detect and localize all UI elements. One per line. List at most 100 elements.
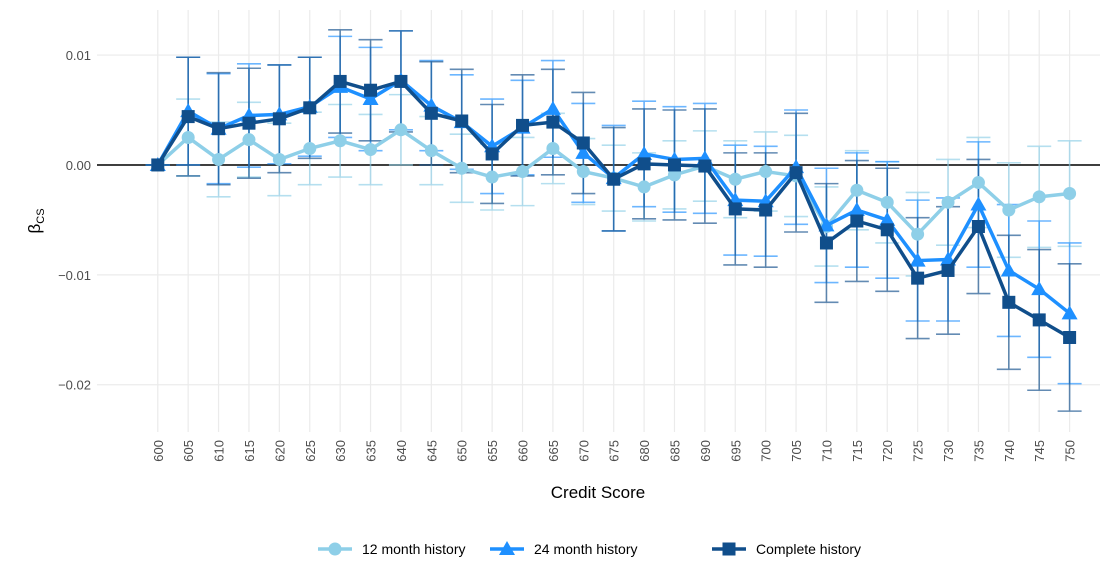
point [364,83,378,97]
point [455,161,469,175]
point [272,112,286,126]
point [636,145,653,160]
x-tick-label: 620 [272,440,287,462]
x-tick-label: 610 [212,440,227,462]
point [880,223,894,237]
point [333,74,347,88]
x-tick-label: 720 [880,440,895,462]
point [728,202,742,216]
x-tick-label: 730 [941,440,956,462]
point [151,158,165,172]
point [911,227,925,241]
y-tick-label: −0.01 [58,268,91,283]
point [424,106,438,120]
point [181,110,195,124]
point [242,133,256,147]
legend-label: Complete history [756,541,861,557]
point [485,170,499,184]
x-tick-label: 640 [394,440,409,462]
x-tick-label: 710 [819,440,834,462]
point [212,122,226,136]
point [544,100,561,115]
point [1000,262,1017,277]
x-tick-label: 715 [850,440,865,462]
x-tick-label: 725 [911,440,926,462]
point [303,101,317,115]
legend-label: 24 month history [534,541,638,557]
x-tick-label: 615 [242,440,257,462]
x-tick-label: 670 [576,440,591,462]
point [848,202,865,217]
x-tick-label: 735 [971,440,986,462]
x-tick-label: 625 [303,440,318,462]
legend-marker [328,542,342,556]
x-axis-title: Credit Score [551,483,645,502]
point [728,172,742,186]
point [971,219,985,233]
x-tick-label: 645 [424,440,439,462]
point [1002,295,1016,309]
point [667,158,681,172]
legend-item: 12 month history [318,541,466,557]
point [879,211,896,226]
y-tick-label: 0.00 [66,158,91,173]
point [394,74,408,88]
point [272,152,286,166]
x-tick-label: 675 [607,440,622,462]
x-tick-label: 635 [364,440,379,462]
point [818,217,835,232]
y-axis-title-sub: CS [35,208,47,223]
point [242,116,256,130]
x-tick-label: 750 [1063,440,1078,462]
point [485,147,499,161]
legend-marker [499,541,515,555]
point [516,118,530,132]
x-tick-label: 650 [455,440,470,462]
point [212,152,226,166]
point [1002,203,1016,217]
point [941,263,955,277]
point [637,157,651,171]
point [1031,281,1048,296]
legend-label: 12 month history [362,541,466,557]
point [1063,187,1077,201]
point [850,214,864,228]
x-tick-label: 665 [546,440,561,462]
point [971,176,985,190]
point [546,115,560,129]
x-tick-label: 695 [728,440,743,462]
point [1063,330,1077,344]
point [1032,190,1046,204]
point [1032,313,1046,327]
point [455,114,469,128]
point [1061,305,1078,320]
y-axis-title-main: β [25,224,44,234]
x-tick-label: 605 [181,440,196,462]
point [303,141,317,155]
point [424,144,438,158]
point [941,195,955,209]
legend-item: Complete history [712,541,861,557]
point [698,159,712,173]
point [333,134,347,148]
point [364,143,378,157]
point [759,165,773,179]
x-tick-label: 600 [151,440,166,462]
point [819,236,833,250]
legend-marker [722,542,736,556]
point [637,180,651,194]
x-tick-label: 630 [333,440,348,462]
point [181,130,195,144]
point [667,168,681,182]
series [151,74,1077,344]
point [607,172,621,186]
x-tick-label: 660 [516,440,531,462]
y-tick-label: 0.01 [66,48,91,63]
point [880,195,894,209]
x-tick-label: 700 [759,440,774,462]
y-tick-label: −0.02 [58,378,91,393]
point [516,165,530,179]
point [575,144,592,159]
x-tick-label: 740 [1002,440,1017,462]
x-tick-label: 705 [789,440,804,462]
